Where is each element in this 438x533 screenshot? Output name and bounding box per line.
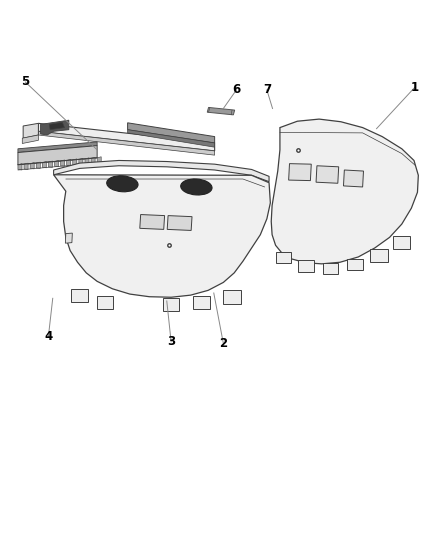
Polygon shape bbox=[167, 216, 192, 230]
Polygon shape bbox=[65, 233, 72, 243]
Polygon shape bbox=[371, 249, 388, 262]
Polygon shape bbox=[67, 159, 71, 166]
Polygon shape bbox=[53, 175, 270, 297]
Polygon shape bbox=[54, 160, 59, 167]
Polygon shape bbox=[30, 163, 34, 169]
Ellipse shape bbox=[107, 176, 138, 192]
Polygon shape bbox=[271, 119, 418, 264]
Polygon shape bbox=[18, 164, 22, 170]
Polygon shape bbox=[322, 263, 338, 274]
Text: 1: 1 bbox=[411, 81, 419, 94]
Polygon shape bbox=[73, 159, 77, 165]
Polygon shape bbox=[42, 161, 46, 168]
Polygon shape bbox=[91, 157, 95, 164]
Polygon shape bbox=[60, 160, 65, 166]
Text: 4: 4 bbox=[44, 330, 53, 343]
Polygon shape bbox=[298, 260, 314, 272]
Polygon shape bbox=[316, 166, 339, 183]
Polygon shape bbox=[343, 170, 364, 187]
Polygon shape bbox=[85, 158, 89, 164]
Polygon shape bbox=[97, 157, 101, 163]
Text: 7: 7 bbox=[263, 84, 271, 96]
Text: 5: 5 bbox=[21, 76, 29, 88]
Polygon shape bbox=[53, 160, 269, 182]
Polygon shape bbox=[18, 146, 97, 165]
Polygon shape bbox=[36, 162, 40, 168]
Polygon shape bbox=[127, 123, 215, 143]
Polygon shape bbox=[127, 130, 215, 147]
Polygon shape bbox=[24, 163, 28, 169]
Text: 3: 3 bbox=[167, 335, 175, 348]
Polygon shape bbox=[163, 298, 180, 311]
Polygon shape bbox=[39, 131, 215, 155]
Polygon shape bbox=[22, 135, 39, 143]
Polygon shape bbox=[71, 289, 88, 302]
Polygon shape bbox=[97, 296, 113, 309]
Polygon shape bbox=[79, 158, 83, 165]
Text: 2: 2 bbox=[219, 337, 227, 350]
Polygon shape bbox=[346, 259, 363, 270]
Polygon shape bbox=[39, 123, 215, 151]
Polygon shape bbox=[49, 122, 64, 130]
Polygon shape bbox=[276, 252, 291, 263]
Polygon shape bbox=[18, 142, 97, 152]
Polygon shape bbox=[41, 120, 69, 135]
Text: 6: 6 bbox=[232, 84, 240, 96]
Polygon shape bbox=[48, 161, 53, 167]
Polygon shape bbox=[289, 164, 311, 181]
Polygon shape bbox=[140, 215, 165, 229]
Polygon shape bbox=[23, 123, 39, 138]
Polygon shape bbox=[207, 108, 235, 115]
Polygon shape bbox=[193, 296, 210, 309]
Polygon shape bbox=[223, 290, 241, 304]
Ellipse shape bbox=[181, 179, 212, 195]
Polygon shape bbox=[393, 236, 410, 249]
